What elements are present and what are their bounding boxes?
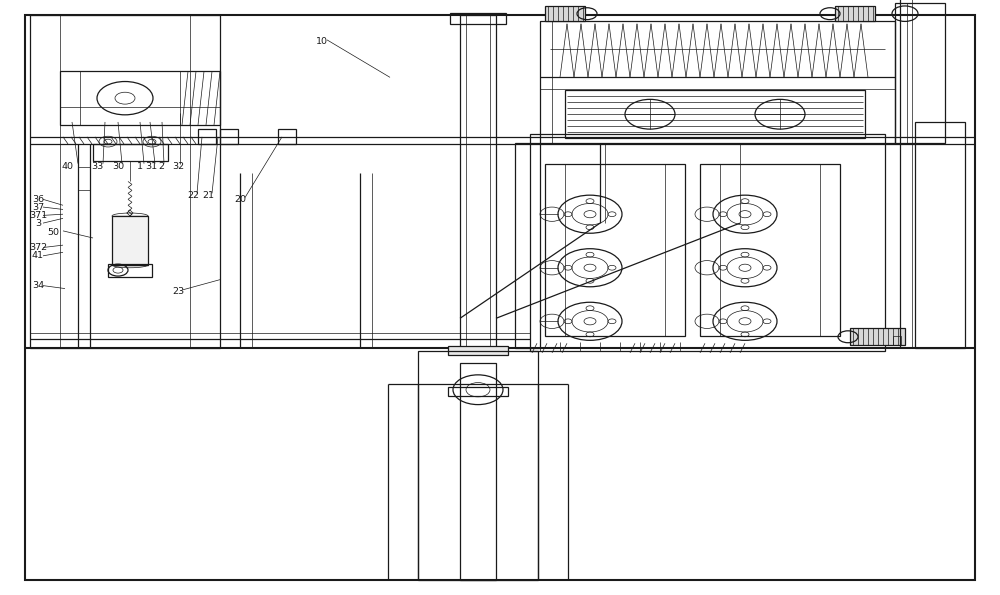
Bar: [530, 134, 885, 351]
Bar: [112, 216, 148, 265]
Text: 31: 31: [145, 162, 157, 171]
Text: 23: 23: [172, 287, 184, 296]
Text: 20: 20: [234, 195, 246, 204]
Bar: [515, 143, 540, 348]
Bar: [565, 90, 865, 138]
Bar: [540, 21, 552, 143]
Text: 37: 37: [32, 202, 44, 212]
Bar: [850, 328, 905, 345]
Bar: [700, 164, 840, 336]
Text: 22: 22: [187, 190, 199, 200]
Bar: [893, 336, 901, 345]
Bar: [460, 363, 496, 580]
Bar: [540, 21, 895, 143]
Text: 50: 50: [47, 227, 59, 237]
Bar: [278, 129, 296, 144]
Text: 30: 30: [112, 162, 124, 171]
Text: 40: 40: [62, 162, 74, 171]
Bar: [448, 346, 508, 355]
Bar: [466, 15, 490, 348]
Bar: [60, 71, 220, 125]
Text: 1: 1: [137, 162, 143, 171]
Bar: [30, 15, 220, 348]
Bar: [895, 3, 945, 143]
Text: 33: 33: [91, 162, 103, 171]
Bar: [198, 129, 216, 144]
Text: 34: 34: [32, 281, 44, 290]
Text: 32: 32: [172, 162, 184, 171]
Text: 371: 371: [29, 211, 47, 220]
Text: 3: 3: [35, 218, 41, 228]
Text: 21: 21: [202, 190, 214, 200]
Bar: [545, 6, 585, 21]
Bar: [220, 129, 238, 144]
Bar: [450, 13, 506, 24]
Bar: [835, 6, 875, 21]
Text: 372: 372: [29, 243, 47, 252]
Text: 10: 10: [316, 37, 328, 46]
Bar: [545, 164, 685, 336]
Bar: [108, 264, 152, 277]
Bar: [915, 122, 965, 348]
Text: 2: 2: [158, 162, 164, 171]
Text: 36: 36: [32, 195, 44, 204]
Bar: [418, 351, 538, 580]
Bar: [460, 15, 496, 348]
Text: 41: 41: [32, 251, 44, 261]
Bar: [93, 144, 168, 161]
Bar: [448, 387, 508, 396]
